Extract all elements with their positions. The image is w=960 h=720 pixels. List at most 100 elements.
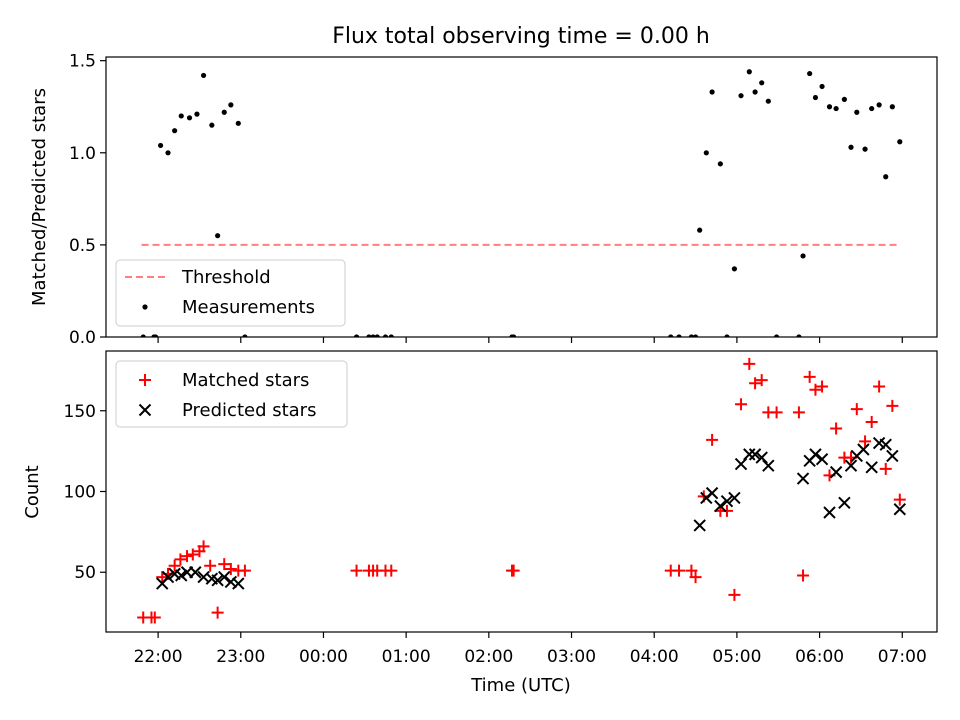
x-tick-label: 02:00 (464, 647, 513, 667)
top-measurement-point (826, 104, 833, 110)
top-measurement-point (800, 253, 806, 259)
predicted-star-point (693, 519, 706, 532)
predicted-star-point (734, 457, 748, 471)
matched-star-point (197, 540, 210, 553)
top-measurement-point (746, 69, 752, 75)
top-measurement-point (215, 233, 221, 239)
predicted-star-point (232, 577, 245, 590)
bottom-y-tick-label: 150 (64, 402, 96, 422)
top-measurement-point (228, 102, 234, 108)
matched-star-point (792, 406, 805, 419)
legend-predicted-swatch (138, 403, 152, 417)
matched-star-point (728, 588, 741, 601)
predicted-star-point (815, 452, 829, 466)
x-tick-label: 07:00 (878, 647, 927, 667)
x-tick-label: 06:00 (795, 647, 844, 667)
top-measurement-point (717, 161, 723, 167)
top-measurement-point (807, 70, 813, 77)
top-measurement-point (221, 109, 227, 115)
top-measurement-point (157, 142, 164, 149)
matched-star-point (204, 559, 217, 572)
predicted-star-point (748, 448, 762, 461)
x-tick-label: 04:00 (630, 647, 679, 667)
matched-star-point (797, 569, 810, 582)
matched-star-point (879, 462, 892, 475)
predicted-star-point (762, 459, 775, 472)
top-measurement-point (773, 334, 780, 337)
predicted-star-point (720, 494, 734, 508)
legend-box (115, 259, 346, 327)
legend-threshold-label: Threshold (181, 267, 271, 288)
predicted-star-point (175, 569, 188, 582)
top-measurement-point (178, 113, 184, 119)
top-measurement-point (703, 150, 709, 156)
predicted-star-point (879, 438, 892, 451)
top-measurement-point (242, 334, 248, 337)
x-tick-label: 22:00 (134, 647, 183, 667)
predicted-star-point (728, 491, 741, 505)
top-measurement-point (848, 144, 854, 150)
top-measurement-point (366, 334, 372, 337)
predicted-star-point (823, 506, 836, 519)
matched-star-point (755, 374, 768, 387)
x-tick-label: 05:00 (712, 647, 761, 667)
matched-star-point (218, 558, 231, 571)
top-axes-frame (105, 56, 938, 338)
top-measurement-point (709, 89, 715, 95)
predicted-star-point (857, 443, 870, 456)
top-measurement-point (862, 146, 868, 152)
top-measurement-point (765, 98, 771, 104)
matched-star-point (816, 380, 829, 393)
top-measurement-point (511, 334, 517, 337)
predicted-star-point (189, 566, 202, 579)
legend-matched-swatch (139, 374, 151, 386)
matched-star-point (865, 416, 878, 429)
matched-star-point (749, 377, 762, 390)
predicted-star-point (829, 465, 843, 479)
matched-star-point (385, 564, 398, 577)
top-y-tick-label: 0.5 (69, 236, 96, 256)
top-measurement-point (140, 334, 146, 337)
top-measurement-point (186, 115, 193, 121)
x-tick-label: 03:00 (547, 647, 596, 667)
top-y-tick-label: 1.0 (69, 144, 96, 164)
legend-measurement-label: Measurements (182, 297, 315, 318)
matched-star-point (181, 550, 194, 563)
predicted-star-point (886, 449, 899, 463)
matched-star-point (886, 399, 899, 412)
matched-star-point (689, 571, 702, 584)
top-measurement-point (759, 80, 765, 86)
predicted-star-point (796, 472, 810, 485)
top-measurement-point (388, 334, 394, 337)
predicted-star-point (865, 461, 878, 474)
top-panel-ratio: Matched/Predicted stars 0.0 0.5 1.0 1.5 Thre… (29, 52, 938, 348)
predicted-star-point (755, 451, 768, 464)
matched-star-point (706, 433, 719, 446)
legend-measurement-swatch (142, 304, 148, 310)
top-data-layer (140, 69, 903, 337)
matched-star-point (735, 398, 748, 411)
predicted-star-point (218, 570, 231, 584)
top-measurement-point (697, 227, 703, 233)
matched-star-point (507, 564, 520, 577)
top-measurement-point (194, 111, 200, 117)
top-measurement-point (796, 334, 802, 337)
top-measurement-point (153, 334, 159, 337)
top-measurement-point (353, 334, 360, 337)
matched-star-point (238, 564, 251, 577)
top-measurement-point (692, 334, 699, 337)
top-measurement-point (812, 94, 819, 101)
top-measurement-point (668, 334, 674, 337)
top-y-tick-label: 1.5 (69, 52, 96, 72)
predicted-star-point (161, 570, 175, 584)
top-measurement-point (724, 334, 730, 337)
top-legend: Threshold Measurements (115, 259, 346, 327)
top-measurement-point (165, 150, 171, 156)
x-tick-label: 01:00 (382, 647, 431, 667)
top-measurement-point (688, 334, 695, 337)
top-measurement-point (731, 266, 738, 272)
x-tick-label: 23:00 (216, 647, 265, 667)
matched-star-point (720, 504, 733, 517)
chart-title: Flux total observing time = 0.00 h (332, 24, 710, 49)
bottom-data-layer (137, 357, 906, 624)
